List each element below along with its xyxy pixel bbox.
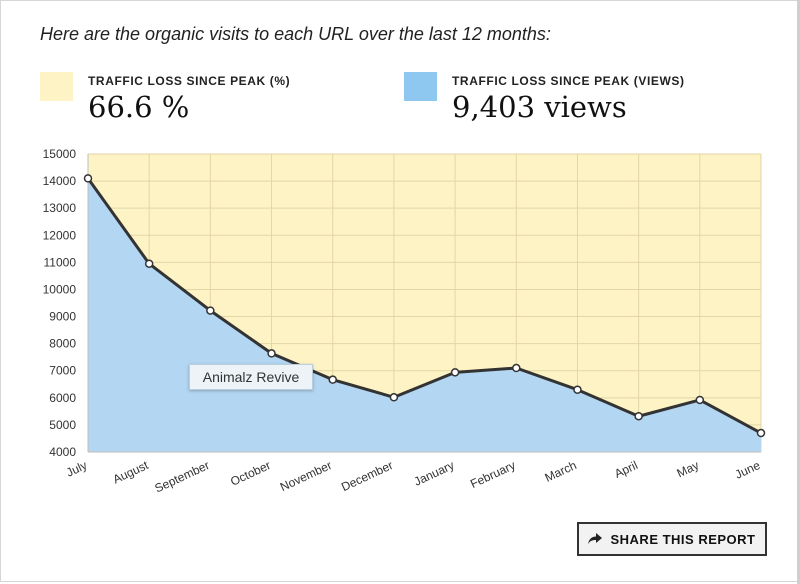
loss-views-swatch — [404, 72, 437, 101]
data-point — [328, 375, 337, 384]
data-point — [756, 428, 766, 438]
share-arrow-icon — [588, 533, 603, 544]
x-tick-label: September — [153, 458, 212, 495]
data-point — [144, 259, 154, 268]
y-tick-label: 10000 — [43, 282, 77, 296]
data-point — [389, 393, 399, 402]
x-tick-label: February — [468, 458, 517, 491]
intro-text: Here are the organic visits to each URL … — [40, 24, 551, 44]
data-point — [206, 306, 215, 315]
traffic-chart: 4000 5000 6000 7000 8000 9000 10000 11000 12000 1… — [43, 147, 766, 496]
share-report-label: SHARE THIS REPORT — [610, 531, 756, 547]
y-tick-label: 12000 — [43, 228, 77, 242]
data-point — [83, 174, 93, 183]
y-tick-label: 15000 — [43, 147, 77, 161]
loss-views-label: TRAFFIC LOSS SINCE PEAK (VIEWS) — [452, 74, 685, 88]
x-tick-label: October — [228, 458, 273, 489]
series-line — [86, 177, 762, 435]
y-tick-label: 11000 — [44, 255, 77, 269]
data-point — [695, 395, 705, 405]
chart-tooltip: Animalz Revive — [189, 364, 313, 390]
y-tick-label: 6000 — [49, 391, 76, 405]
loss-percent-swatch — [40, 72, 73, 101]
x-tick-label: June — [733, 458, 763, 482]
y-tick-label: 14000 — [43, 174, 77, 188]
loss-percent-label: TRAFFIC LOSS SINCE PEAK (%) — [88, 74, 291, 88]
data-point — [267, 349, 276, 358]
y-tick-label: 7000 — [49, 364, 76, 378]
data-point — [512, 363, 521, 373]
x-tick-label: April — [612, 458, 640, 481]
x-tick-label: November — [278, 458, 334, 494]
x-tick-label: December — [339, 458, 395, 494]
loss-views-value: 9,403 views — [452, 90, 627, 124]
y-tick-label: 8000 — [49, 337, 76, 351]
x-tick-label: July — [64, 458, 89, 480]
share-report-button[interactable]: SHARE THIS REPORT — [577, 522, 767, 556]
data-point — [573, 385, 582, 394]
y-tick-label: 4000 — [49, 445, 76, 459]
x-tick-label: August — [111, 458, 151, 487]
y-tick-label: 5000 — [49, 418, 76, 432]
loss-percent-value: 66.6 % — [88, 90, 190, 124]
y-tick-label: 13000 — [43, 201, 77, 215]
x-tick-label: May — [675, 458, 701, 480]
data-point — [450, 368, 460, 377]
y-tick-label: 9000 — [49, 310, 76, 324]
x-tick-label: January — [412, 458, 457, 489]
x-tick-label: March — [543, 458, 579, 485]
data-point — [634, 411, 643, 421]
frame-edge — [797, 0, 800, 584]
